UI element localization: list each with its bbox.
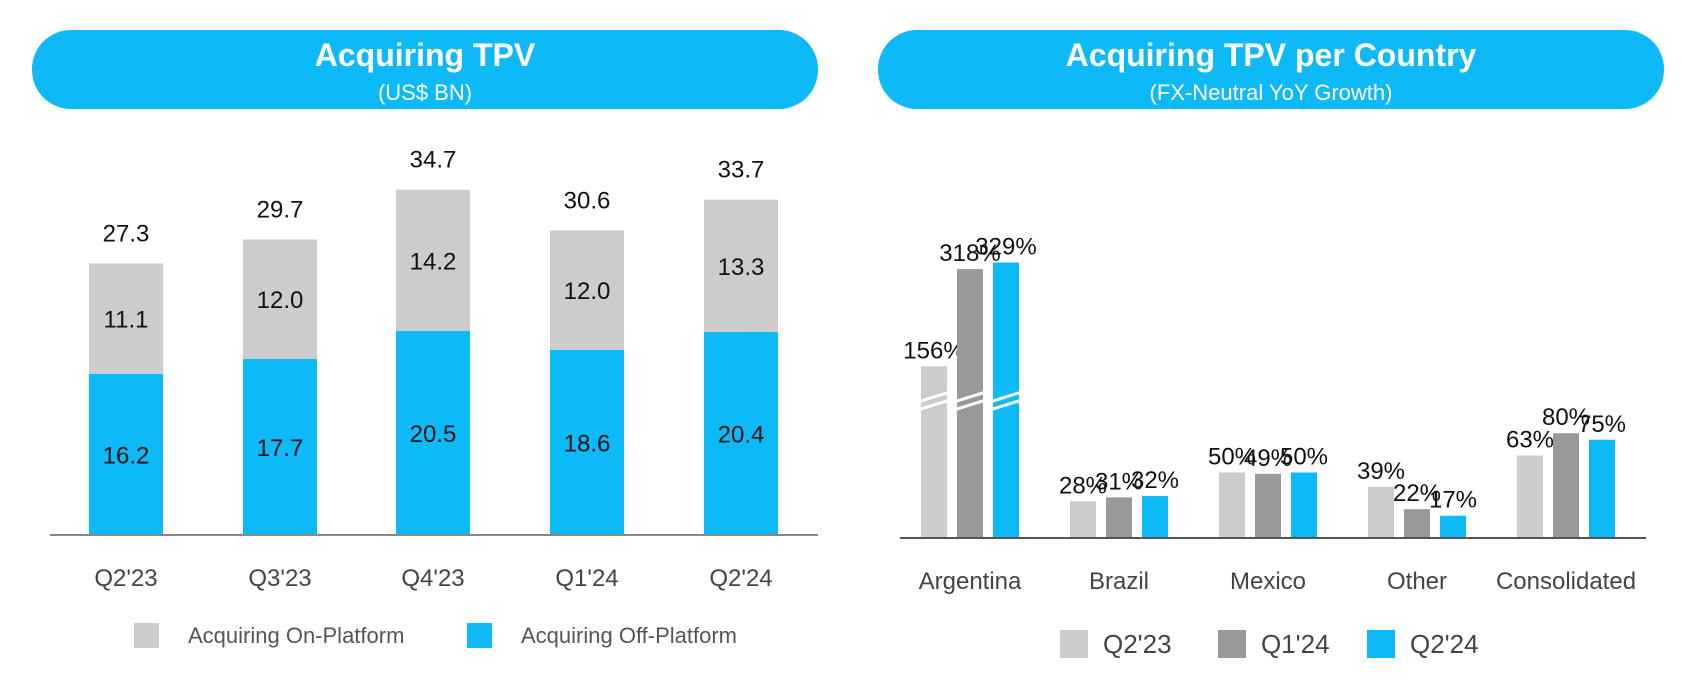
value-label-off-platform-q2-24: 20.4 (718, 422, 765, 449)
axis-break-mark (989, 398, 1023, 412)
value-label-q1-24-consolidated: 80% (1542, 404, 1590, 431)
bar-q2-24-other (1440, 515, 1466, 538)
country-legend: Q2'23 Q1'24 Q2'24 (1060, 629, 1479, 659)
bar-q1-24-other (1404, 509, 1430, 538)
bar-q2-24-brazil (1142, 496, 1168, 538)
tpv-chart-title: Acquiring TPV (315, 37, 536, 73)
x-tick-label-q1-24: Q1'24 (555, 565, 618, 592)
bar-off-platform-q4-23 (396, 331, 470, 535)
legend-swatch-on-platform (134, 623, 159, 648)
value-label-q2-23-other: 39% (1357, 458, 1405, 485)
x-tick-label-q2-24: Q2'24 (709, 565, 772, 592)
bar-q2-23-brazil (1070, 501, 1096, 538)
total-label-q2-23: 27.3 (103, 220, 150, 247)
bar-on-platform-q4-23 (396, 189, 470, 332)
value-label-q2-24-argentina: 329% (975, 234, 1036, 261)
legend-label-on-platform: Acquiring On-Platform (188, 623, 404, 648)
bar-off-platform-q3-23 (243, 358, 317, 535)
x-tick-label-mexico: Mexico (1230, 568, 1306, 595)
total-label-q3-23: 29.7 (257, 196, 304, 223)
bar-q1-24-mexico (1255, 473, 1281, 538)
axis-break-mark (953, 390, 987, 404)
legend-label-q2-24: Q2'24 (1410, 629, 1479, 659)
axis-break-mark (989, 390, 1023, 404)
x-tick-label-brazil: Brazil (1089, 568, 1149, 595)
axis-break-mark (917, 398, 951, 412)
bar-q2-23-consolidated (1517, 455, 1543, 538)
bar-on-platform-q2-24 (704, 199, 778, 333)
country-chart: Acquiring TPV per Country (FX-Neutral Yo… (878, 30, 1664, 659)
legend-label-q2-23: Q2'23 (1103, 629, 1172, 659)
value-label-q2-24-other: 17% (1429, 487, 1477, 514)
total-label-q1-24: 30.6 (564, 188, 611, 215)
value-label-q1-24-other: 22% (1393, 480, 1441, 507)
value-label-q2-23-brazil: 28% (1059, 472, 1107, 499)
value-label-on-platform-q3-23: 12.0 (257, 287, 304, 314)
x-tick-label-other: Other (1387, 568, 1447, 595)
value-label-off-platform-q1-24: 18.6 (564, 430, 611, 457)
value-label-q2-24-brazil: 32% (1131, 467, 1179, 494)
axis-break-mark (953, 398, 987, 412)
value-label-off-platform-q4-23: 20.5 (410, 421, 457, 448)
total-label-q2-24: 33.7 (718, 157, 765, 184)
value-label-q2-23-argentina: 156% (903, 337, 964, 364)
x-tick-label-consolidated: Consolidated (1496, 568, 1636, 595)
bar-off-platform-q1-24 (550, 349, 624, 535)
value-label-q1-24-brazil: 31% (1095, 468, 1143, 495)
value-label-off-platform-q2-23: 16.2 (103, 442, 150, 469)
bar-off-platform-q2-23 (89, 373, 163, 535)
value-label-on-platform-q2-23: 11.1 (104, 307, 149, 334)
bar-q2-24-consolidated (1589, 439, 1615, 538)
tpv-title-banner (32, 30, 818, 109)
value-label-q2-24-consolidated: 75% (1578, 411, 1626, 438)
country-title-banner (878, 30, 1664, 109)
x-tick-label-q3-23: Q3'23 (248, 565, 311, 592)
value-label-q1-24-mexico: 49% (1244, 445, 1292, 472)
legend-swatch-q2-23 (1060, 630, 1088, 658)
bar-q1-24-consolidated (1553, 433, 1579, 538)
value-label-on-platform-q4-23: 14.2 (410, 248, 457, 275)
x-tick-label-q2-23: Q2'23 (94, 565, 157, 592)
value-label-on-platform-q2-24: 13.3 (718, 254, 765, 281)
country-plot-area: 156% 318%329% Argentina 28%31%32% Brazil 50%4… (903, 234, 1636, 596)
tpv-legend: Acquiring On-Platform Acquiring Off-Plat… (134, 623, 737, 648)
legend-swatch-off-platform (467, 623, 492, 648)
x-tick-label-q4-23: Q4'23 (401, 565, 464, 592)
value-label-q2-24-mexico: 50% (1280, 444, 1328, 471)
bar-q2-23-other (1368, 486, 1394, 538)
tpv-plot-area: 16.2 11.1 27.3 Q2'23 17.7 12.0 29.7 Q3'23 20.5 14… (89, 147, 778, 592)
tpv-chart: Acquiring TPV (US$ BN) 16.2 11.1 27.3 Q2'23… (32, 30, 818, 648)
bar-q2-24-mexico (1291, 472, 1317, 538)
bar-on-platform-q3-23 (243, 239, 317, 359)
legend-label-off-platform: Acquiring Off-Platform (521, 623, 737, 648)
bar-q1-24-brazil (1106, 497, 1132, 538)
country-chart-subtitle: (FX-Neutral YoY Growth) (1150, 80, 1393, 105)
x-tick-label-argentina: Argentina (919, 568, 1022, 595)
legend-swatch-q1-24 (1218, 630, 1246, 658)
bar-off-platform-q2-24 (704, 332, 778, 535)
value-label-q2-23-consolidated: 63% (1506, 426, 1554, 453)
value-label-off-platform-q3-23: 17.7 (257, 435, 304, 462)
bar-q2-23-mexico (1219, 472, 1245, 538)
tpv-chart-subtitle: (US$ BN) (378, 80, 472, 105)
bar-on-platform-q1-24 (550, 230, 624, 350)
bar-on-platform-q2-23 (89, 263, 163, 374)
value-label-q2-23-mexico: 50% (1208, 444, 1256, 471)
bar-q2-23-argentina (921, 366, 947, 538)
legend-label-q1-24: Q1'24 (1261, 629, 1330, 659)
total-label-q4-23: 34.7 (410, 147, 457, 174)
legend-swatch-q2-24 (1367, 630, 1395, 658)
value-label-on-platform-q1-24: 12.0 (564, 278, 611, 305)
country-chart-title: Acquiring TPV per Country (1066, 37, 1477, 73)
axis-break-mark (917, 390, 951, 404)
value-label-q1-24-argentina: 318% (939, 240, 1000, 267)
